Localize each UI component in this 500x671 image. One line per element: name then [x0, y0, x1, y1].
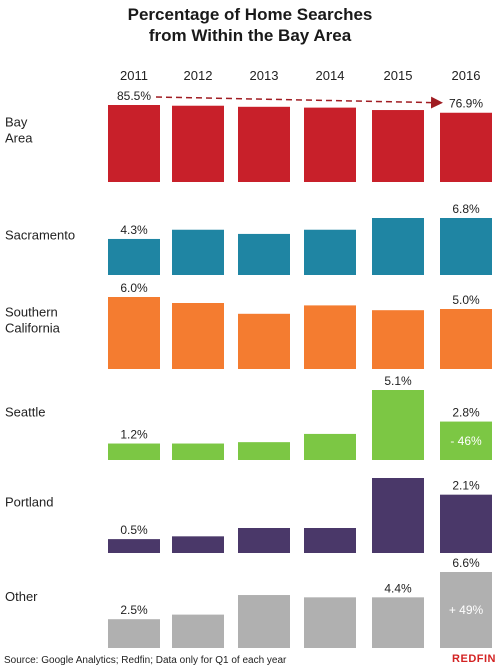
source-note: Source: Google Analytics; Redfin; Data o… [4, 655, 287, 666]
bar-southern-california-2015 [372, 310, 424, 369]
chart-title-line-2: from Within the Bay Area [148, 26, 352, 45]
bar-bay-area-2014 [304, 107, 356, 182]
bar-bay-area-2012 [172, 105, 224, 182]
redfin-logo: REDFIN [452, 653, 496, 665]
bar-seattle-2011 [108, 443, 160, 460]
year-label-2012: 2012 [184, 68, 213, 83]
bar-bay-area-2013 [238, 106, 290, 182]
chart-title-line-1: Percentage of Home Searches [127, 5, 373, 24]
year-label-2011: 2011 [120, 68, 148, 83]
bar-portland-2016 [440, 494, 492, 553]
bar-other-2014 [304, 597, 356, 648]
data-label-seattle-2016: 2.8% [452, 406, 480, 420]
data-label-southern-california-2016: 5.0% [452, 293, 480, 307]
bar-portland-2012 [172, 536, 224, 553]
bar-other-2013 [238, 595, 290, 648]
data-label-sacramento-2016: 6.8% [452, 202, 480, 216]
bar-seattle-2012 [172, 443, 224, 460]
bar-bay-area-2016 [440, 112, 492, 182]
data-label-seattle-2015: 5.1% [384, 374, 412, 388]
change-label-seattle: - 46% [450, 434, 482, 448]
data-label-portland-2016: 2.1% [452, 479, 480, 493]
bar-other-2012 [172, 614, 224, 648]
row-label-bay-area: Bay Area [5, 114, 33, 145]
bar-other-2016 [440, 572, 492, 648]
bar-sacramento-2015 [372, 218, 424, 275]
row-label-southern-california: Southern California [5, 304, 61, 335]
data-label-sacramento-2011: 4.3% [120, 223, 148, 237]
bar-seattle-2015 [372, 390, 424, 460]
data-label-portland-2011: 0.5% [120, 523, 148, 537]
bar-southern-california-2013 [238, 313, 290, 369]
data-label-southern-california-2011: 6.0% [120, 281, 148, 295]
data-label-other-2015: 4.4% [384, 581, 412, 595]
bar-sacramento-2012 [172, 229, 224, 275]
row-label-sacramento: Sacramento [5, 228, 75, 243]
change-label-other: + 49% [449, 603, 484, 617]
data-label-other-2011: 2.5% [120, 603, 148, 617]
year-label-2014: 2014 [316, 68, 345, 83]
bar-southern-california-2011 [108, 297, 160, 369]
bar-bay-area-2015 [372, 110, 424, 182]
chart-title: Percentage of Home Searches from Within … [0, 4, 500, 46]
bar-southern-california-2016 [440, 309, 492, 369]
bar-portland-2015 [372, 478, 424, 553]
data-label-seattle-2011: 1.2% [120, 428, 148, 442]
bar-sacramento-2011 [108, 238, 160, 275]
year-label-2016: 2016 [452, 68, 481, 83]
bar-sacramento-2016 [440, 218, 492, 275]
trend-arrow [155, 96, 443, 109]
bar-seattle-2014 [304, 433, 356, 460]
bar-portland-2011 [108, 539, 160, 553]
row-label-other: Other [5, 589, 38, 604]
row-label-portland: Portland [5, 495, 53, 510]
bar-portland-2014 [304, 528, 356, 553]
bar-other-2011 [108, 619, 160, 648]
bar-other-2015 [372, 597, 424, 648]
row-label-seattle: Seattle [5, 405, 45, 420]
bar-portland-2013 [238, 528, 290, 553]
bar-southern-california-2012 [172, 303, 224, 369]
bar-seattle-2016 [440, 421, 492, 460]
year-label-2013: 2013 [250, 68, 279, 83]
bar-seattle-2013 [238, 442, 290, 460]
bar-sacramento-2013 [238, 233, 290, 275]
year-label-2015: 2015 [384, 68, 413, 83]
data-label-other-2016: 6.6% [452, 556, 480, 570]
bar-bay-area-2011 [108, 105, 160, 182]
bar-sacramento-2014 [304, 229, 356, 275]
data-label-bay-area-2016: 76.9% [449, 97, 483, 111]
bar-southern-california-2014 [304, 305, 356, 369]
data-label-bay-area-2011: 85.5% [117, 89, 151, 103]
